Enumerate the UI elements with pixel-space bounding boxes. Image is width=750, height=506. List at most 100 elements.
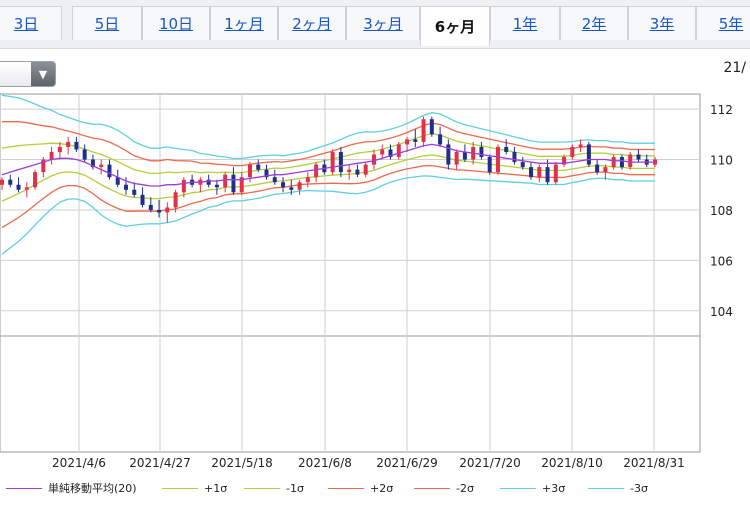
candle-body [140,194,145,205]
tab-6[interactable]: 3ヶ月 [346,6,420,40]
candle-body [363,164,368,175]
candle-body [239,177,244,193]
candle-body [57,146,62,152]
tab-1[interactable]: 3日 [0,6,62,40]
candle-body [347,169,352,173]
tab-3[interactable]: 10日 [142,6,210,40]
x-tick-label: 2021/4/6 [52,456,106,470]
tab-4[interactable]: 1ヶ月 [210,6,278,40]
legend-item: +2σ [328,480,393,496]
candle-body [479,146,484,158]
legend-label: -3σ [630,481,648,495]
legend-item: -3σ [588,480,648,496]
legend-swatch [588,487,624,489]
period-tab-bar: 3日 5日 10日 1ヶ月 2ヶ月 3ヶ月 6ヶ月 1年 2年 3年 5年 [0,0,750,49]
candle-body [123,184,128,190]
tab-11[interactable]: 5年 [696,6,750,40]
legend-swatch [162,487,198,489]
candle-body [553,164,558,183]
tab-7[interactable]: 6ヶ月 [420,6,490,46]
candle-body [74,141,79,150]
x-tick-label: 2021/8/10 [541,456,603,470]
candle-body [82,149,87,160]
tab-2[interactable]: 5日 [72,6,142,40]
candle-body [429,119,434,135]
legend-label: +1σ [204,481,228,495]
candle-body [107,164,112,178]
minus-3-sigma-line [1,175,655,255]
candle-body [214,184,219,188]
candle-body [16,184,21,190]
y-tick-label: 108 [710,204,733,218]
candle-body [438,134,443,145]
sma-20-line [1,143,655,187]
chevron-down-icon: ▼ [31,62,55,86]
y-tick-label: 110 [710,154,733,168]
legend-swatch [244,487,280,489]
candle-body [570,146,575,158]
candle-body [148,204,153,210]
candle-body [578,144,583,147]
plus-3-sigma-line [1,94,655,160]
y-tick-label: 112 [710,103,733,117]
candle-body [305,177,310,183]
candle-body [165,207,170,213]
candle-body [529,167,534,178]
candle-body [545,167,550,183]
candle-body [256,164,261,170]
candle-body [396,144,401,158]
candle-body [520,162,525,168]
candle-body [8,179,13,185]
candle-body [49,151,54,160]
candle-body [264,169,269,178]
tab-5[interactable]: 2ヶ月 [278,6,346,40]
candle-body [495,146,500,173]
legend-item: +3σ [500,480,565,496]
volume-panel [0,335,701,453]
x-tick-label: 2021/7/20 [459,456,521,470]
candle-body [628,154,633,168]
candle-body [454,151,459,165]
price-chart: 112 110 108 106 104 2021/4/6 2021/4/27 2021/5/1… [0,93,733,470]
candle-body [512,151,517,163]
candle-body [405,139,410,145]
tab-9[interactable]: 2年 [560,6,628,40]
legend-item: +1σ [162,480,227,496]
x-tick-label: 2021/6/29 [376,456,438,470]
x-tick-label: 2021/4/27 [129,456,191,470]
candle-body [24,187,29,190]
legend-label: -1σ [286,481,304,495]
x-tick-label: 2021/8/31 [623,456,685,470]
legend-item: 単純移動平均(20) [6,480,137,496]
tab-10[interactable]: 3年 [628,6,696,40]
y-tick-label: 106 [710,254,733,268]
candle-body [338,151,343,173]
candle-body [132,189,137,195]
legend-label: +3σ [542,481,566,495]
candle-body [66,141,71,147]
legend-label: 単純移動平均(20) [48,482,137,495]
tab-8[interactable]: 1年 [490,6,560,40]
candle-body [314,164,319,178]
candle-body [90,159,95,168]
candle-body [380,149,385,155]
candle-body [206,179,211,185]
x-tick-label: 2021/6/8 [298,456,352,470]
candle-body [636,154,641,160]
chart-type-dropdown[interactable]: ▼ [0,61,56,87]
candle-body [586,144,591,165]
candle-body [231,174,236,193]
candle-body [297,182,302,190]
chart-legend: 単純移動平均(20) +1σ -1σ +2σ -2σ +3σ -3σ [0,476,750,500]
date-range-label: 21/ [723,60,746,76]
candle-body [0,179,4,185]
price-panel [0,93,701,337]
candle-body [115,177,120,185]
legend-item: -2σ [414,480,474,496]
legend-label: +2σ [370,481,394,495]
candle-body [371,154,376,165]
legend-swatch [6,487,42,489]
candle-body [595,164,600,173]
y-tick-label: 104 [710,305,733,319]
candle-body [181,179,186,193]
